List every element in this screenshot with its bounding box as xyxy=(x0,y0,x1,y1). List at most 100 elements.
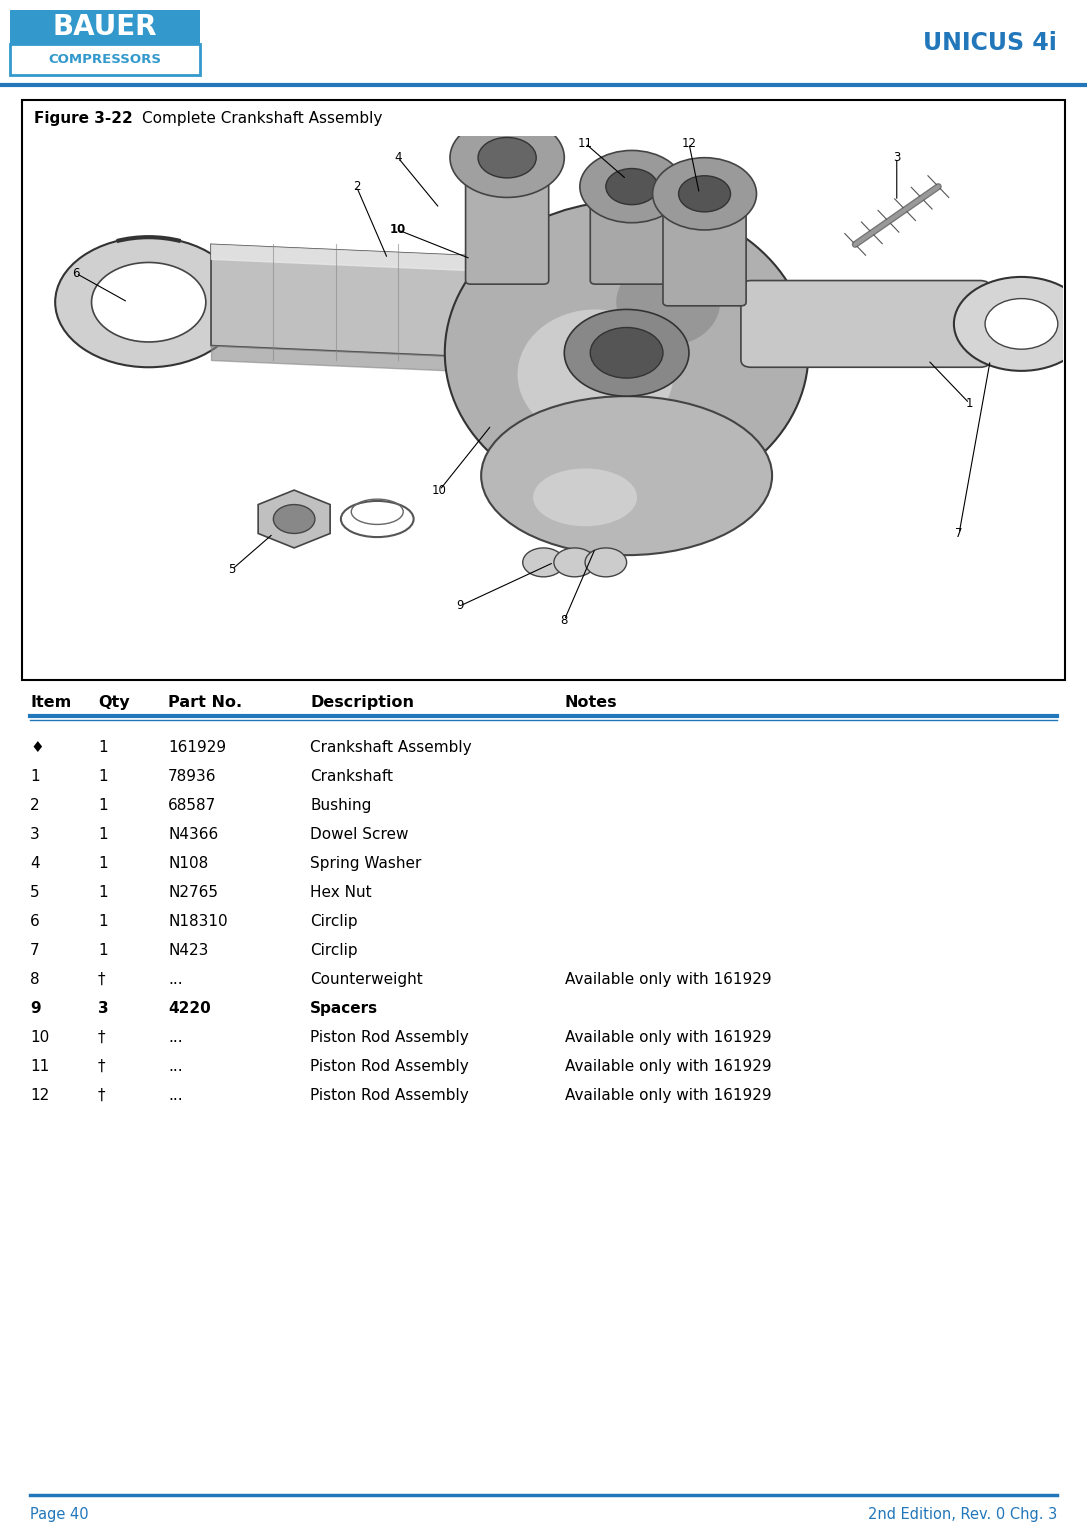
Text: Circlip: Circlip xyxy=(310,913,358,929)
Text: 3: 3 xyxy=(894,151,900,164)
Text: ...: ... xyxy=(168,1030,183,1045)
Text: Description: Description xyxy=(310,695,414,710)
Text: Dowel Screw: Dowel Screw xyxy=(310,828,409,842)
Text: 161929: 161929 xyxy=(168,741,226,754)
FancyBboxPatch shape xyxy=(741,280,990,367)
Text: N108: N108 xyxy=(168,855,209,871)
Text: 1: 1 xyxy=(98,855,108,871)
Text: 3: 3 xyxy=(98,1001,109,1016)
FancyBboxPatch shape xyxy=(465,168,549,285)
Ellipse shape xyxy=(517,309,673,439)
Text: 12: 12 xyxy=(30,1088,49,1103)
Circle shape xyxy=(55,237,242,367)
Text: 10: 10 xyxy=(433,483,447,497)
Text: 5: 5 xyxy=(30,884,39,900)
Circle shape xyxy=(954,277,1087,370)
Text: BAUER: BAUER xyxy=(53,12,158,41)
Polygon shape xyxy=(211,245,544,360)
Text: N4366: N4366 xyxy=(168,828,218,842)
Text: Piston Rod Assembly: Piston Rod Assembly xyxy=(310,1088,468,1103)
Ellipse shape xyxy=(533,468,637,526)
Text: 68587: 68587 xyxy=(168,799,216,812)
Text: Piston Rod Assembly: Piston Rod Assembly xyxy=(310,1030,468,1045)
Text: Part No.: Part No. xyxy=(168,695,242,710)
Text: 1: 1 xyxy=(98,741,108,754)
Text: ♦: ♦ xyxy=(30,741,43,754)
Text: UNICUS 4i: UNICUS 4i xyxy=(923,31,1057,55)
Text: Available only with 161929: Available only with 161929 xyxy=(565,1088,772,1103)
Text: Figure 3-22: Figure 3-22 xyxy=(34,110,133,125)
Text: †: † xyxy=(98,1088,105,1103)
Text: 1: 1 xyxy=(98,799,108,812)
Text: †: † xyxy=(98,1030,105,1045)
Bar xyxy=(10,44,200,75)
Circle shape xyxy=(564,309,689,396)
Text: 9: 9 xyxy=(457,600,464,612)
Text: 4220: 4220 xyxy=(168,1001,211,1016)
Bar xyxy=(22,99,1065,679)
Circle shape xyxy=(605,168,658,205)
Text: 1: 1 xyxy=(98,770,108,783)
Text: †: † xyxy=(98,972,105,987)
Ellipse shape xyxy=(616,259,720,346)
Text: †: † xyxy=(98,1059,105,1074)
Text: 8: 8 xyxy=(561,614,569,627)
Text: Complete Crankshaft Assembly: Complete Crankshaft Assembly xyxy=(142,110,383,125)
Text: 2nd Edition, Rev. 0 Chg. 3: 2nd Edition, Rev. 0 Chg. 3 xyxy=(867,1507,1057,1522)
Circle shape xyxy=(678,176,730,211)
Text: 1: 1 xyxy=(98,913,108,929)
Text: ...: ... xyxy=(168,1088,183,1103)
Circle shape xyxy=(478,138,536,177)
Text: Qty: Qty xyxy=(98,695,129,710)
Circle shape xyxy=(579,150,684,223)
Text: Counterweight: Counterweight xyxy=(310,972,423,987)
Text: 6: 6 xyxy=(72,266,79,280)
Text: 12: 12 xyxy=(682,136,697,150)
Text: 78936: 78936 xyxy=(168,770,216,783)
Text: 8: 8 xyxy=(30,972,39,987)
Text: 9: 9 xyxy=(30,1001,40,1016)
Text: Hex Nut: Hex Nut xyxy=(310,884,372,900)
Text: 5: 5 xyxy=(228,563,236,577)
Text: 11: 11 xyxy=(577,136,592,150)
Text: 11: 11 xyxy=(30,1059,49,1074)
FancyBboxPatch shape xyxy=(590,190,673,285)
Text: 1: 1 xyxy=(98,828,108,842)
Text: 1: 1 xyxy=(30,770,39,783)
Circle shape xyxy=(273,505,315,534)
Text: 1: 1 xyxy=(965,396,973,410)
Text: 2: 2 xyxy=(352,181,360,193)
Text: 7: 7 xyxy=(955,526,963,540)
Text: 3: 3 xyxy=(30,828,40,842)
Text: 1: 1 xyxy=(98,884,108,900)
Text: Crankshaft Assembly: Crankshaft Assembly xyxy=(310,741,472,754)
Circle shape xyxy=(91,263,205,343)
Text: 2: 2 xyxy=(30,799,39,812)
Text: 1: 1 xyxy=(98,942,108,958)
Text: Bushing: Bushing xyxy=(310,799,372,812)
Circle shape xyxy=(450,118,564,197)
Text: 7: 7 xyxy=(30,942,39,958)
Bar xyxy=(10,11,200,44)
Text: Spacers: Spacers xyxy=(310,1001,378,1016)
Ellipse shape xyxy=(445,200,809,505)
Text: Available only with 161929: Available only with 161929 xyxy=(565,972,772,987)
Text: Notes: Notes xyxy=(565,695,617,710)
Circle shape xyxy=(554,548,596,577)
Text: Crankshaft: Crankshaft xyxy=(310,770,393,783)
Circle shape xyxy=(590,327,663,378)
Text: N18310: N18310 xyxy=(168,913,227,929)
Text: Available only with 161929: Available only with 161929 xyxy=(565,1030,772,1045)
Text: 6: 6 xyxy=(30,913,40,929)
Text: 10: 10 xyxy=(30,1030,49,1045)
Circle shape xyxy=(585,548,626,577)
FancyBboxPatch shape xyxy=(663,197,746,306)
Text: N2765: N2765 xyxy=(168,884,218,900)
Text: 4: 4 xyxy=(30,855,39,871)
Text: N423: N423 xyxy=(168,942,209,958)
Text: Page 40: Page 40 xyxy=(30,1507,89,1522)
Text: 10: 10 xyxy=(390,223,407,237)
Circle shape xyxy=(652,158,757,230)
Text: Spring Washer: Spring Washer xyxy=(310,855,422,871)
Circle shape xyxy=(985,298,1058,349)
